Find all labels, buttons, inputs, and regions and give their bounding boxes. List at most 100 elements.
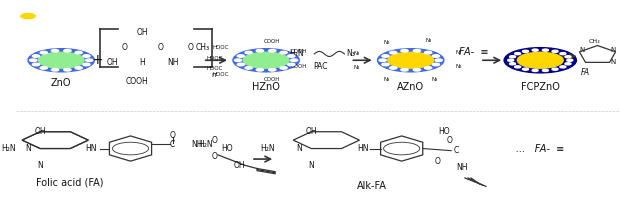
Circle shape (517, 52, 563, 68)
Circle shape (234, 59, 242, 62)
Circle shape (291, 59, 298, 62)
Circle shape (515, 66, 521, 68)
Circle shape (542, 49, 549, 51)
Circle shape (552, 50, 558, 52)
Circle shape (245, 67, 252, 69)
Text: COOH: COOH (125, 77, 148, 86)
Circle shape (86, 59, 93, 62)
Text: N₃: N₃ (456, 64, 462, 69)
Circle shape (233, 49, 299, 72)
Text: PAC: PAC (313, 62, 327, 71)
Circle shape (532, 49, 538, 51)
Circle shape (565, 63, 571, 65)
Circle shape (432, 63, 440, 66)
Circle shape (382, 63, 389, 66)
Text: N: N (610, 59, 615, 65)
Circle shape (567, 59, 573, 61)
Text: N: N (37, 161, 43, 170)
Circle shape (414, 49, 420, 52)
Text: FA: FA (581, 68, 590, 77)
Circle shape (432, 55, 440, 57)
Text: H: H (140, 58, 146, 67)
Text: HZnO: HZnO (252, 82, 280, 92)
Circle shape (388, 52, 433, 68)
Text: Folic acid (FA): Folic acid (FA) (37, 177, 104, 187)
Circle shape (552, 68, 558, 70)
Circle shape (256, 69, 264, 71)
Text: O: O (170, 131, 175, 140)
Text: OH: OH (137, 28, 148, 37)
Text: COOH: COOH (264, 77, 280, 82)
Text: O: O (447, 136, 453, 145)
Circle shape (75, 51, 82, 54)
Text: C: C (170, 140, 175, 149)
Text: OH: OH (306, 127, 317, 136)
Text: H₂N: H₂N (1, 144, 16, 153)
Circle shape (268, 49, 276, 52)
Circle shape (378, 49, 444, 72)
Text: H₂N: H₂N (289, 49, 304, 58)
Text: HOOC: HOOC (213, 45, 229, 50)
Circle shape (64, 69, 71, 71)
Circle shape (389, 67, 397, 69)
Circle shape (504, 48, 577, 73)
Text: n: n (212, 72, 216, 78)
Text: ...   FA-  ≡: ... FA- ≡ (516, 144, 564, 154)
Circle shape (51, 49, 58, 52)
Circle shape (32, 63, 40, 66)
Text: FCPZnO: FCPZnO (521, 82, 560, 92)
Circle shape (515, 53, 521, 55)
Text: Alk-FA: Alk-FA (356, 181, 386, 191)
Circle shape (256, 49, 264, 52)
Circle shape (425, 51, 432, 54)
Circle shape (532, 69, 538, 71)
Circle shape (30, 59, 37, 62)
Text: C: C (453, 146, 459, 155)
Text: COOH: COOH (264, 39, 280, 44)
Circle shape (32, 55, 40, 57)
Text: O: O (157, 43, 164, 52)
Text: COOH: COOH (291, 49, 308, 54)
Text: HN: HN (86, 144, 97, 153)
Circle shape (288, 55, 295, 57)
Text: N: N (580, 47, 585, 53)
Circle shape (508, 59, 514, 61)
Text: O: O (122, 43, 128, 52)
Text: N: N (296, 144, 302, 153)
Circle shape (414, 69, 420, 71)
Text: HOOC: HOOC (206, 56, 223, 61)
Text: ZnO: ZnO (51, 78, 71, 88)
Text: H₂N: H₂N (198, 140, 213, 149)
Circle shape (523, 68, 528, 70)
Text: HO: HO (221, 144, 232, 153)
Text: N: N (610, 47, 615, 53)
Text: CH₃: CH₃ (196, 43, 210, 52)
Circle shape (237, 63, 244, 66)
Circle shape (237, 55, 244, 57)
Circle shape (268, 69, 276, 71)
Circle shape (64, 49, 71, 52)
Circle shape (288, 63, 295, 66)
Circle shape (83, 63, 90, 66)
Circle shape (75, 67, 82, 69)
Circle shape (28, 49, 94, 72)
Text: HOOC: HOOC (206, 66, 223, 71)
Circle shape (379, 59, 386, 62)
Circle shape (542, 69, 549, 71)
Circle shape (280, 67, 287, 69)
Text: NH: NH (456, 163, 467, 172)
Text: N₃: N₃ (456, 50, 462, 55)
Circle shape (243, 52, 289, 68)
Text: N₃: N₃ (346, 49, 355, 58)
Circle shape (389, 51, 397, 54)
Circle shape (382, 55, 389, 57)
Text: N₃: N₃ (425, 38, 432, 43)
Circle shape (401, 49, 408, 52)
Circle shape (425, 67, 432, 69)
Circle shape (40, 51, 47, 54)
Text: N₃: N₃ (432, 77, 438, 82)
Text: FA-  ≡: FA- ≡ (459, 47, 489, 57)
Text: O: O (188, 43, 193, 52)
Text: HN: HN (356, 144, 368, 153)
Circle shape (510, 63, 516, 65)
